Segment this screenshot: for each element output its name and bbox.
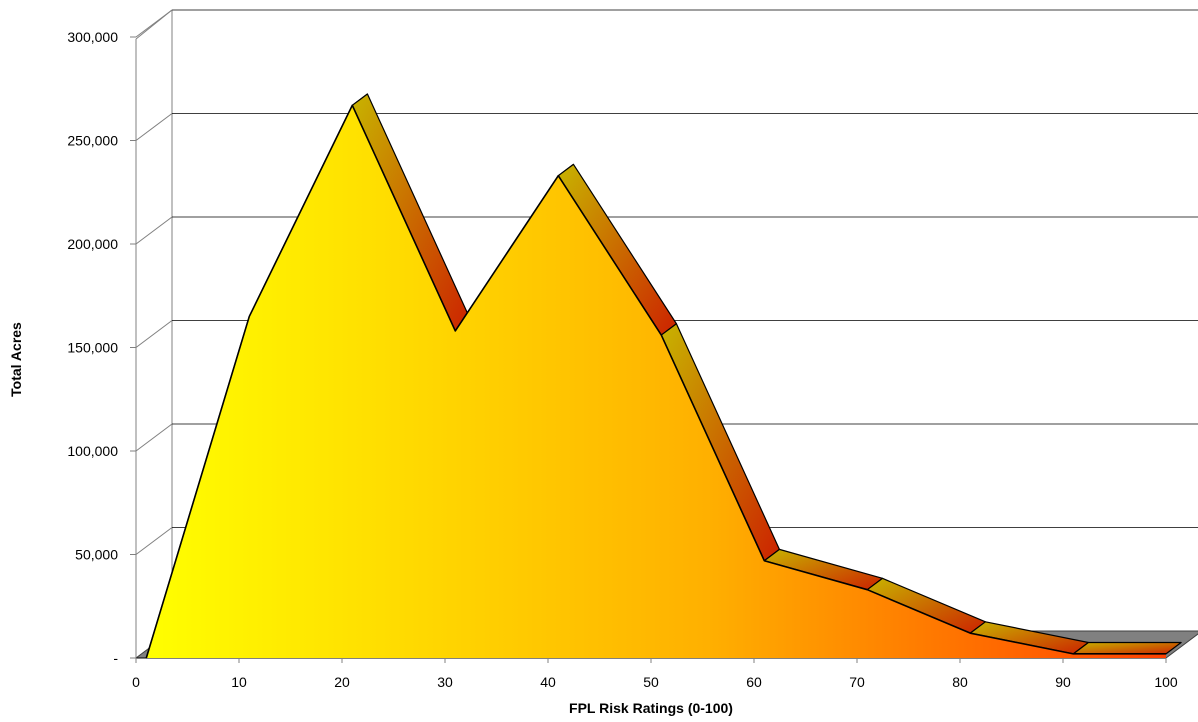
gridline-depth <box>135 216 173 245</box>
area-series <box>145 104 1167 659</box>
y-tick-label: 150,000 <box>67 340 118 356</box>
x-tick-label: 100 <box>1154 674 1178 690</box>
gridline-depth <box>135 320 173 348</box>
x-tick-label: 40 <box>540 674 556 690</box>
y-axis-title: Total Acres <box>8 322 24 397</box>
x-tick-label: 90 <box>1055 674 1071 690</box>
x-axis-ticks: 0 10 20 30 40 50 60 70 80 90 100 <box>132 658 1178 690</box>
gridline-depth <box>135 113 173 141</box>
gridline-depth <box>135 423 173 452</box>
x-tick-label: 60 <box>746 674 762 690</box>
x-tick-label: 50 <box>643 674 659 690</box>
y-axis-top-depth <box>135 9 173 40</box>
ribbon-segment <box>1072 641 1182 655</box>
x-tick-label: 80 <box>952 674 968 690</box>
x-tick-label: 0 <box>132 674 140 690</box>
x-tick-label: 10 <box>231 674 247 690</box>
x-tick-label: 30 <box>437 674 453 690</box>
y-tick-label: 50,000 <box>75 547 118 563</box>
area-outline <box>145 104 1166 659</box>
x-axis-title: FPL Risk Ratings (0-100) <box>569 700 733 716</box>
y-tick-label: - <box>113 650 118 666</box>
x-tick-label: 70 <box>849 674 865 690</box>
gridline-depth <box>135 527 173 555</box>
area-fill <box>146 105 1167 658</box>
y-tick-label: 250,000 <box>67 133 118 149</box>
y-axis-ticks: - 50,000 100,000 150,000 200,000 250,000 300,0… <box>67 29 136 666</box>
y-tick-label: 200,000 <box>67 236 118 252</box>
y-tick-label: 300,000 <box>67 29 118 45</box>
x-tick-label: 20 <box>334 674 350 690</box>
y-tick-label: 100,000 <box>67 443 118 459</box>
